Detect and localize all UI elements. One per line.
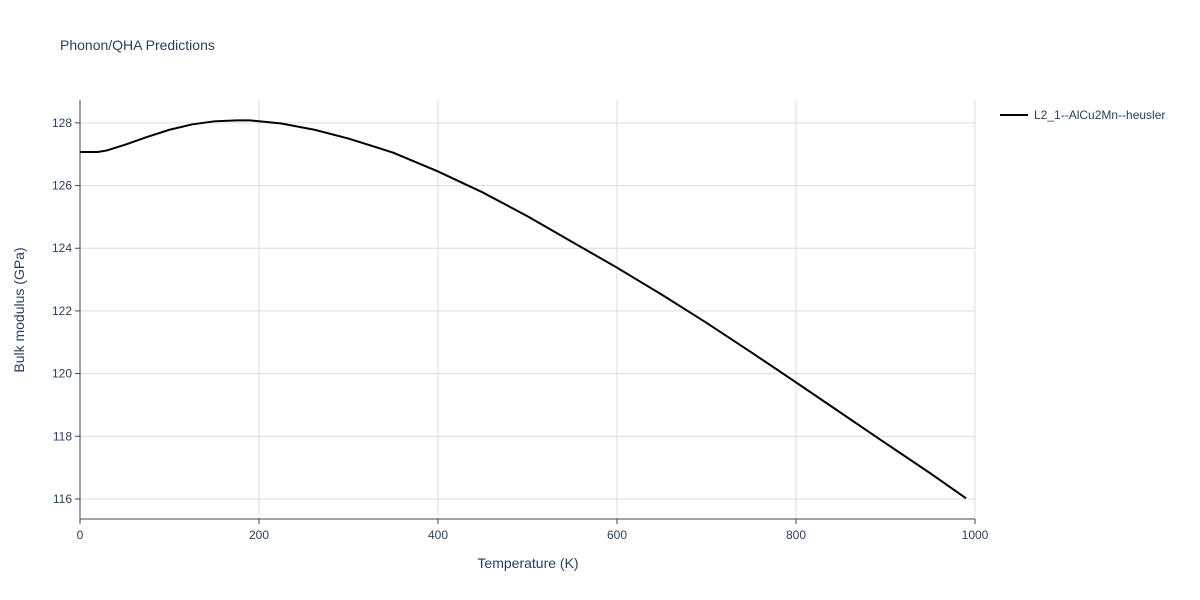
chart-title: Phonon/QHA Predictions: [60, 37, 215, 53]
y-tick-label: 128: [52, 116, 72, 130]
y-tick-label: 126: [52, 179, 72, 193]
x-tick-label: 200: [249, 528, 269, 542]
y-tick-label: 122: [52, 304, 72, 318]
x-tick-label: 800: [786, 528, 806, 542]
y-tick-label: 116: [53, 492, 72, 506]
x-axis-title: Temperature (K): [477, 555, 578, 571]
y-axis-title: Bulk modulus (GPa): [11, 247, 27, 372]
x-tick-label: 1000: [962, 528, 989, 542]
x-tick-label: 0: [77, 528, 84, 542]
line: [80, 119, 967, 500]
x-tick-label: 600: [607, 528, 627, 542]
legend-label: L2_1--AlCu2Mn--heusler: [1034, 108, 1165, 122]
y-tick-label: 120: [52, 367, 72, 381]
y-tick-label: 124: [52, 241, 72, 255]
x-tick-label: 400: [428, 528, 448, 542]
y-tick-label: 118: [53, 429, 72, 443]
